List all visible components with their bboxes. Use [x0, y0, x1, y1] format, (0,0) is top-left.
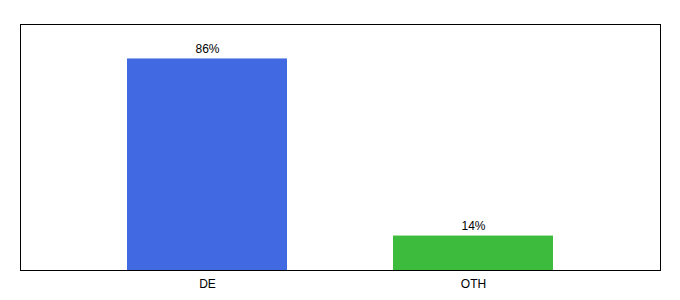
svg-text:86%: 86% [195, 42, 219, 56]
svg-text:DE: DE [199, 277, 216, 291]
svg-text:OTH: OTH [461, 277, 486, 291]
svg-text:14%: 14% [461, 219, 485, 233]
